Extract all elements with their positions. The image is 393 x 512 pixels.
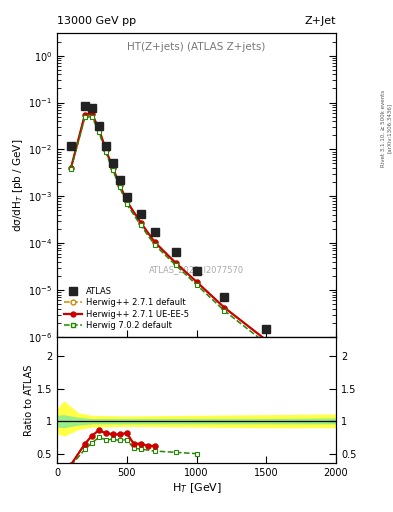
Herwig 7.0.2 default bbox=[173, 262, 178, 268]
Y-axis label: Ratio to ATLAS: Ratio to ATLAS bbox=[24, 365, 34, 436]
Herwig 7.0.2 default bbox=[222, 308, 227, 314]
ATLAS bbox=[68, 143, 73, 149]
Herwig 7.0.2 default bbox=[264, 340, 269, 347]
Line: Herwig 7.0.2 default: Herwig 7.0.2 default bbox=[68, 114, 338, 381]
Herwig++ 2.7.1 UE-EE-5 bbox=[299, 368, 303, 374]
ATLAS bbox=[173, 249, 178, 255]
Herwig 7.0.2 default bbox=[97, 129, 101, 135]
Herwig 7.0.2 default bbox=[334, 375, 338, 381]
ATLAS bbox=[194, 268, 199, 274]
Line: Herwig++ 2.7.1 default: Herwig++ 2.7.1 default bbox=[68, 111, 338, 391]
Herwig++ 2.7.1 default bbox=[299, 366, 303, 372]
ATLAS bbox=[90, 105, 94, 112]
Herwig 7.0.2 default bbox=[152, 242, 157, 248]
Herwig 7.0.2 default bbox=[124, 201, 129, 207]
Herwig 7.0.2 default bbox=[83, 114, 87, 120]
Herwig++ 2.7.1 default bbox=[83, 112, 87, 118]
Herwig++ 2.7.1 default bbox=[194, 279, 199, 285]
X-axis label: H$_T$ [GeV]: H$_T$ [GeV] bbox=[171, 481, 222, 495]
ATLAS bbox=[124, 194, 129, 200]
Text: Z+Jet: Z+Jet bbox=[305, 15, 336, 26]
Herwig++ 2.7.1 UE-EE-5 bbox=[83, 112, 87, 118]
Line: Herwig++ 2.7.1 UE-EE-5: Herwig++ 2.7.1 UE-EE-5 bbox=[68, 111, 338, 392]
Legend: ATLAS, Herwig++ 2.7.1 default, Herwig++ 2.7.1 UE-EE-5, Herwig 7.0.2 default: ATLAS, Herwig++ 2.7.1 default, Herwig++ … bbox=[61, 284, 192, 333]
Herwig++ 2.7.1 UE-EE-5 bbox=[97, 126, 101, 132]
Text: HT(Z+jets) (ATLAS Z+jets): HT(Z+jets) (ATLAS Z+jets) bbox=[127, 42, 266, 52]
ATLAS bbox=[264, 326, 269, 332]
Herwig++ 2.7.1 default bbox=[152, 239, 157, 245]
Herwig++ 2.7.1 default bbox=[264, 337, 269, 343]
Herwig++ 2.7.1 UE-EE-5 bbox=[118, 182, 122, 188]
Herwig++ 2.7.1 default bbox=[103, 147, 108, 153]
ATLAS bbox=[110, 160, 115, 166]
Herwig++ 2.7.1 UE-EE-5 bbox=[264, 337, 269, 343]
Herwig 7.0.2 default bbox=[299, 369, 303, 375]
Herwig 7.0.2 default bbox=[90, 114, 94, 120]
Text: 13000 GeV pp: 13000 GeV pp bbox=[57, 15, 136, 26]
Line: ATLAS: ATLAS bbox=[67, 102, 305, 362]
Herwig 7.0.2 default bbox=[118, 184, 122, 190]
Herwig 7.0.2 default bbox=[103, 150, 108, 156]
Herwig++ 2.7.1 default bbox=[334, 385, 338, 391]
Herwig++ 2.7.1 default bbox=[173, 260, 178, 266]
Herwig 7.0.2 default bbox=[110, 167, 115, 173]
Herwig++ 2.7.1 default bbox=[68, 165, 73, 171]
Herwig++ 2.7.1 UE-EE-5 bbox=[334, 387, 338, 393]
Herwig++ 2.7.1 UE-EE-5 bbox=[90, 111, 94, 117]
Text: Rivet 3.1.10, ≥ 500k events: Rivet 3.1.10, ≥ 500k events bbox=[381, 90, 386, 166]
Text: ATLAS_2022_I2077570: ATLAS_2022_I2077570 bbox=[149, 266, 244, 274]
Herwig++ 2.7.1 default bbox=[124, 198, 129, 204]
Herwig++ 2.7.1 UE-EE-5 bbox=[68, 165, 73, 171]
Text: [arXiv:1306.3436]: [arXiv:1306.3436] bbox=[387, 103, 391, 153]
Herwig 7.0.2 default bbox=[68, 166, 73, 172]
Herwig++ 2.7.1 default bbox=[97, 126, 101, 132]
Herwig++ 2.7.1 UE-EE-5 bbox=[194, 279, 199, 285]
Herwig++ 2.7.1 default bbox=[138, 220, 143, 226]
Herwig++ 2.7.1 default bbox=[110, 165, 115, 171]
ATLAS bbox=[222, 294, 227, 301]
Herwig++ 2.7.1 default bbox=[90, 111, 94, 117]
Herwig++ 2.7.1 UE-EE-5 bbox=[103, 147, 108, 153]
ATLAS bbox=[118, 177, 122, 183]
Herwig++ 2.7.1 UE-EE-5 bbox=[222, 305, 227, 311]
Herwig++ 2.7.1 default bbox=[222, 305, 227, 311]
ATLAS bbox=[138, 211, 143, 217]
ATLAS bbox=[83, 103, 87, 109]
Herwig 7.0.2 default bbox=[138, 222, 143, 228]
ATLAS bbox=[97, 123, 101, 129]
Herwig++ 2.7.1 UE-EE-5 bbox=[110, 165, 115, 171]
Herwig++ 2.7.1 UE-EE-5 bbox=[152, 239, 157, 245]
Herwig++ 2.7.1 UE-EE-5 bbox=[173, 260, 178, 266]
Herwig++ 2.7.1 UE-EE-5 bbox=[124, 198, 129, 204]
ATLAS bbox=[299, 355, 303, 361]
Herwig++ 2.7.1 UE-EE-5 bbox=[138, 220, 143, 226]
ATLAS bbox=[152, 229, 157, 236]
Y-axis label: dσ/dH$_T$ [pb / GeV]: dσ/dH$_T$ [pb / GeV] bbox=[11, 138, 25, 232]
Herwig 7.0.2 default bbox=[194, 282, 199, 288]
Herwig++ 2.7.1 default bbox=[118, 182, 122, 188]
ATLAS bbox=[103, 143, 108, 149]
